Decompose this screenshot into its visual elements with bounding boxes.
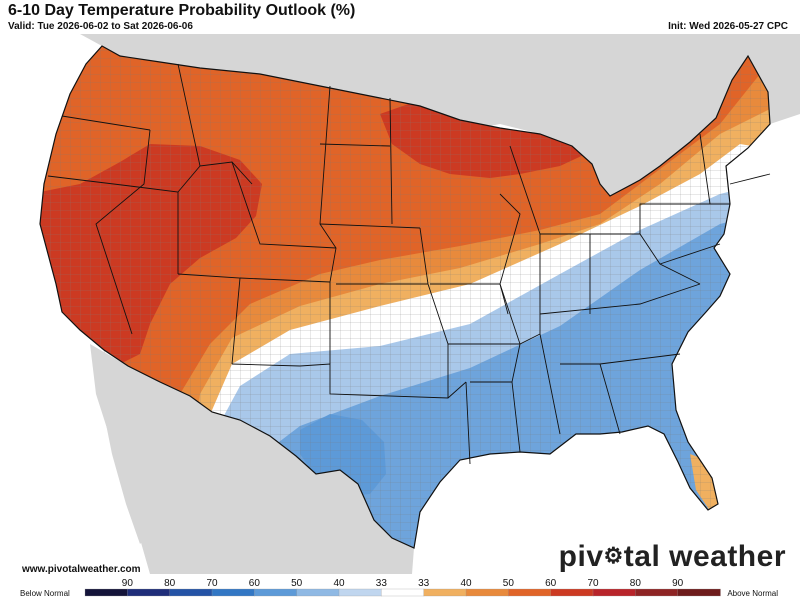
legend-swatch bbox=[677, 588, 721, 597]
brand-logo: piv⚙tal weather bbox=[559, 540, 786, 574]
legend-tick-label: 33 bbox=[376, 578, 388, 589]
page-title: 6-10 Day Temperature Probability Outlook… bbox=[8, 2, 356, 19]
legend-swatch bbox=[127, 588, 171, 597]
legend-tick-label: 60 bbox=[249, 578, 261, 589]
init-time: Init: Wed 2026-05-27 CPC bbox=[668, 21, 788, 32]
legend-tick-label: 80 bbox=[164, 578, 176, 589]
legend-swatch bbox=[508, 588, 552, 597]
valid-period: Valid: Tue 2026-06-02 to Sat 2026-06-06 bbox=[8, 21, 193, 32]
baja-peninsula bbox=[100, 350, 150, 544]
legend-swatch bbox=[254, 588, 298, 597]
legend-tick-label: 40 bbox=[460, 578, 472, 589]
legend-tick-label: 60 bbox=[545, 578, 557, 589]
brand-part-2: tal weather bbox=[623, 540, 786, 573]
legend-swatch bbox=[211, 588, 255, 597]
legend-swatch bbox=[423, 588, 467, 597]
state-borders bbox=[39, 45, 771, 549]
legend-swatch bbox=[635, 588, 679, 597]
website-url: www.pivotalweather.com bbox=[22, 564, 141, 575]
legend-below-label: Below Normal bbox=[20, 589, 70, 598]
legend-tick-label: 70 bbox=[206, 578, 218, 589]
legend-tick-label: 90 bbox=[122, 578, 134, 589]
legend-tick-label: 33 bbox=[418, 578, 430, 589]
legend-swatch bbox=[338, 588, 382, 597]
outlook-map bbox=[0, 34, 800, 574]
legend-swatch bbox=[465, 588, 509, 597]
brand-part-1: piv bbox=[558, 540, 604, 573]
legend-swatch bbox=[381, 588, 425, 597]
legend-tick-label: 50 bbox=[503, 578, 515, 589]
legend-swatch bbox=[550, 588, 594, 597]
legend-swatch bbox=[84, 588, 128, 597]
legend-tick-label: 40 bbox=[333, 578, 345, 589]
legend-above-label: Above Normal bbox=[727, 589, 778, 598]
legend-tick-label: 80 bbox=[630, 578, 642, 589]
legend-tick-label: 50 bbox=[291, 578, 303, 589]
legend-swatch bbox=[169, 588, 213, 597]
canada-land bbox=[0, 34, 800, 196]
legend-swatch bbox=[296, 588, 340, 597]
legend-bar: 90 80 70 60 50 40 33 33 40 50 60 70 80 90 bbox=[84, 578, 721, 597]
legend-tick-label: 70 bbox=[587, 578, 599, 589]
gear-icon: ⚙ bbox=[603, 543, 624, 568]
legend-tick-label: 90 bbox=[672, 578, 684, 589]
mexico-land bbox=[90, 344, 414, 574]
legend-swatch bbox=[592, 588, 636, 597]
